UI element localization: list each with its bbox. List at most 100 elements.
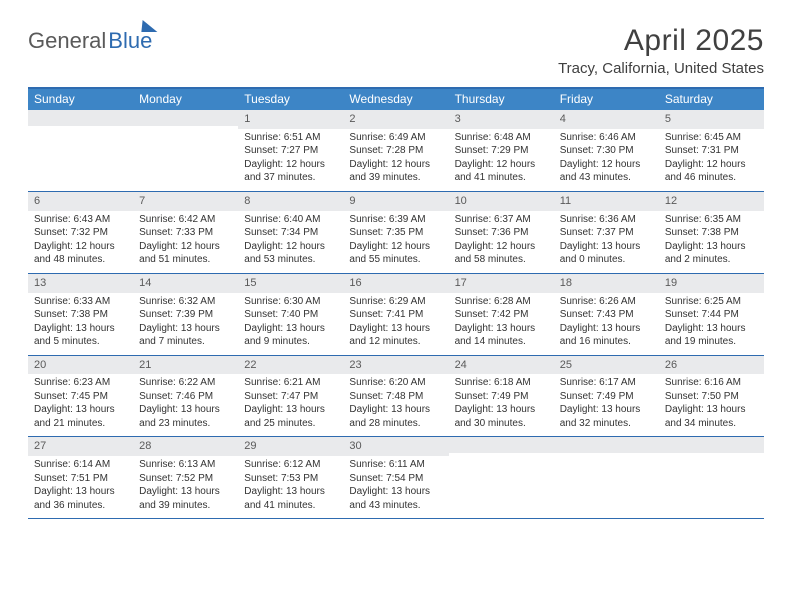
calendar-cell: 29Sunrise: 6:12 AMSunset: 7:53 PMDayligh…: [238, 437, 343, 518]
cell-body: Sunrise: 6:35 AMSunset: 7:38 PMDaylight:…: [659, 213, 764, 267]
logo-blue-wrap: Blue: [108, 28, 152, 54]
sunrise-text: Sunrise: 6:22 AM: [139, 376, 232, 390]
calendar-cell: [133, 110, 238, 191]
cell-body: Sunrise: 6:25 AMSunset: 7:44 PMDaylight:…: [659, 295, 764, 349]
daylight-text: Daylight: 12 hours and 51 minutes.: [139, 240, 232, 267]
calendar-cell: [449, 437, 554, 518]
sunrise-text: Sunrise: 6:12 AM: [244, 458, 337, 472]
daylight-text: Daylight: 12 hours and 53 minutes.: [244, 240, 337, 267]
cell-body: Sunrise: 6:39 AMSunset: 7:35 PMDaylight:…: [343, 213, 448, 267]
sunrise-text: Sunrise: 6:21 AM: [244, 376, 337, 390]
sunrise-text: Sunrise: 6:32 AM: [139, 295, 232, 309]
sunset-text: Sunset: 7:33 PM: [139, 226, 232, 240]
sunrise-text: Sunrise: 6:13 AM: [139, 458, 232, 472]
daylight-text: Daylight: 12 hours and 48 minutes.: [34, 240, 127, 267]
cell-body: Sunrise: 6:33 AMSunset: 7:38 PMDaylight:…: [28, 295, 133, 349]
dow-wednesday: Wednesday: [343, 89, 448, 110]
cell-body: Sunrise: 6:23 AMSunset: 7:45 PMDaylight:…: [28, 376, 133, 430]
calendar-cell: 26Sunrise: 6:16 AMSunset: 7:50 PMDayligh…: [659, 356, 764, 437]
day-number: 1: [238, 110, 343, 129]
calendar-cell: 3Sunrise: 6:48 AMSunset: 7:29 PMDaylight…: [449, 110, 554, 191]
calendar-cell: 4Sunrise: 6:46 AMSunset: 7:30 PMDaylight…: [554, 110, 659, 191]
day-of-week-header: Sunday Monday Tuesday Wednesday Thursday…: [28, 89, 764, 110]
sunset-text: Sunset: 7:36 PM: [455, 226, 548, 240]
dow-saturday: Saturday: [659, 89, 764, 110]
cell-body: Sunrise: 6:28 AMSunset: 7:42 PMDaylight:…: [449, 295, 554, 349]
daylight-text: Daylight: 12 hours and 37 minutes.: [244, 158, 337, 185]
daylight-text: Daylight: 13 hours and 43 minutes.: [349, 485, 442, 512]
cell-body: Sunrise: 6:32 AMSunset: 7:39 PMDaylight:…: [133, 295, 238, 349]
cell-body: Sunrise: 6:13 AMSunset: 7:52 PMDaylight:…: [133, 458, 238, 512]
day-number: 18: [554, 274, 659, 293]
sunrise-text: Sunrise: 6:11 AM: [349, 458, 442, 472]
cell-body: Sunrise: 6:49 AMSunset: 7:28 PMDaylight:…: [343, 131, 448, 185]
calendar-page: General Blue April 2025 Tracy, Californi…: [0, 0, 792, 543]
weeks-container: 1 Sunrise: 6:51 AMSunset: 7:27 PMDaylight…: [28, 110, 764, 519]
calendar-cell: 17 Sunrise: 6:28 AMSunset: 7:42 PMDayligh…: [449, 274, 554, 355]
sunrise-text: Sunrise: 6:37 AM: [455, 213, 548, 227]
sunrise-text: Sunrise: 6:16 AM: [665, 376, 758, 390]
sunset-text: Sunset: 7:38 PM: [665, 226, 758, 240]
day-number: [28, 110, 133, 126]
calendar-week: 20Sunrise: 6:23 AMSunset: 7:45 PMDayligh…: [28, 356, 764, 438]
logo: General Blue: [28, 28, 152, 54]
day-number: 2: [343, 110, 448, 129]
day-number: 7: [133, 192, 238, 211]
calendar-cell: 8Sunrise: 6:40 AMSunset: 7:34 PMDaylight…: [238, 192, 343, 273]
cell-body: Sunrise: 6:21 AMSunset: 7:47 PMDaylight:…: [238, 376, 343, 430]
logo-text-general: General: [28, 28, 106, 54]
day-number: 22: [238, 356, 343, 375]
day-number: 29: [238, 437, 343, 456]
daylight-text: Daylight: 12 hours and 39 minutes.: [349, 158, 442, 185]
cell-body: Sunrise: 6:11 AMSunset: 7:54 PMDaylight:…: [343, 458, 448, 512]
sunrise-text: Sunrise: 6:35 AM: [665, 213, 758, 227]
sunrise-text: Sunrise: 6:36 AM: [560, 213, 653, 227]
dow-friday: Friday: [554, 89, 659, 110]
cell-body: Sunrise: 6:51 AMSunset: 7:27 PMDaylight:…: [238, 131, 343, 185]
calendar-cell: 30 Sunrise: 6:11 AMSunset: 7:54 PMDayligh…: [343, 437, 448, 518]
sunset-text: Sunset: 7:35 PM: [349, 226, 442, 240]
calendar-week: 6Sunrise: 6:43 AMSunset: 7:32 PMDaylight…: [28, 192, 764, 274]
daylight-text: Daylight: 12 hours and 46 minutes.: [665, 158, 758, 185]
sunset-text: Sunset: 7:29 PM: [455, 144, 548, 158]
cell-body: Sunrise: 6:37 AMSunset: 7:36 PMDaylight:…: [449, 213, 554, 267]
sunset-text: Sunset: 7:48 PM: [349, 390, 442, 404]
calendar-week: 13Sunrise: 6:33 AMSunset: 7:38 PMDayligh…: [28, 274, 764, 356]
day-number: 28: [133, 437, 238, 456]
sunrise-text: Sunrise: 6:49 AM: [349, 131, 442, 145]
sunset-text: Sunset: 7:34 PM: [244, 226, 337, 240]
daylight-text: Daylight: 13 hours and 2 minutes.: [665, 240, 758, 267]
sunrise-text: Sunrise: 6:26 AM: [560, 295, 653, 309]
sunrise-text: Sunrise: 6:40 AM: [244, 213, 337, 227]
sunrise-text: Sunrise: 6:14 AM: [34, 458, 127, 472]
day-number: 30: [343, 437, 448, 456]
dow-tuesday: Tuesday: [238, 89, 343, 110]
cell-body: Sunrise: 6:18 AMSunset: 7:49 PMDaylight:…: [449, 376, 554, 430]
calendar-cell: 10 Sunrise: 6:37 AMSunset: 7:36 PMDayligh…: [449, 192, 554, 273]
cell-body: Sunrise: 6:40 AMSunset: 7:34 PMDaylight:…: [238, 213, 343, 267]
cell-body: Sunrise: 6:20 AMSunset: 7:48 PMDaylight:…: [343, 376, 448, 430]
day-number: 23: [343, 356, 448, 375]
cell-body: Sunrise: 6:45 AMSunset: 7:31 PMDaylight:…: [659, 131, 764, 185]
day-number: 21: [133, 356, 238, 375]
day-number: 4: [554, 110, 659, 129]
calendar-cell: 28 Sunrise: 6:13 AMSunset: 7:52 PMDayligh…: [133, 437, 238, 518]
sunset-text: Sunset: 7:27 PM: [244, 144, 337, 158]
day-number: 10: [449, 192, 554, 211]
day-number: 17: [449, 274, 554, 293]
daylight-text: Daylight: 13 hours and 12 minutes.: [349, 322, 442, 349]
sunset-text: Sunset: 7:54 PM: [349, 472, 442, 486]
day-number: [659, 437, 764, 453]
calendar-cell: 9Sunrise: 6:39 AMSunset: 7:35 PMDaylight…: [343, 192, 448, 273]
sunrise-text: Sunrise: 6:43 AM: [34, 213, 127, 227]
dow-monday: Monday: [133, 89, 238, 110]
daylight-text: Daylight: 13 hours and 7 minutes.: [139, 322, 232, 349]
daylight-text: Daylight: 13 hours and 34 minutes.: [665, 403, 758, 430]
calendar-cell: 12Sunrise: 6:35 AMSunset: 7:38 PMDayligh…: [659, 192, 764, 273]
cell-body: Sunrise: 6:22 AMSunset: 7:46 PMDaylight:…: [133, 376, 238, 430]
sunset-text: Sunset: 7:28 PM: [349, 144, 442, 158]
month-title: April 2025: [558, 24, 764, 58]
calendar-cell: [659, 437, 764, 518]
daylight-text: Daylight: 12 hours and 55 minutes.: [349, 240, 442, 267]
day-number: 20: [28, 356, 133, 375]
